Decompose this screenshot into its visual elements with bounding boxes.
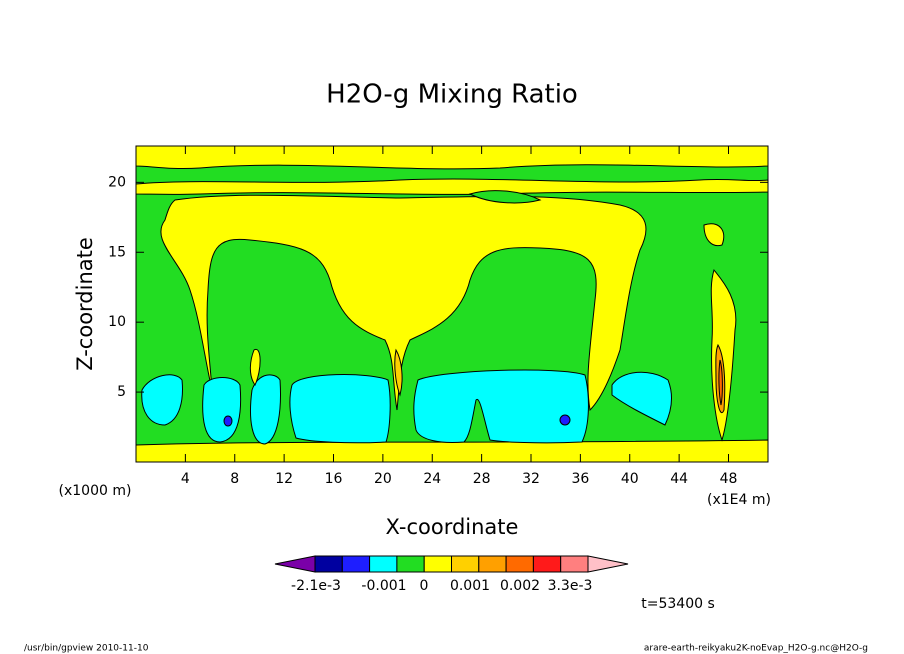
y-tick-label: 5 bbox=[117, 384, 126, 400]
colorbar-box bbox=[423, 555, 453, 573]
x-tick-label: 36 bbox=[571, 471, 589, 487]
colorbar-label: 0.002 bbox=[500, 578, 540, 594]
colorbar-box bbox=[341, 555, 371, 573]
x-tick-label: 32 bbox=[522, 471, 540, 487]
y-tick-label: 20 bbox=[108, 174, 126, 190]
plot-frame bbox=[135, 145, 769, 463]
x-tick-label: 24 bbox=[423, 471, 441, 487]
colorbar-arrow bbox=[587, 555, 629, 573]
colorbar-label: -0.001 bbox=[361, 578, 406, 594]
x-tick-label: 8 bbox=[230, 471, 239, 487]
x-tick-label: 28 bbox=[473, 471, 491, 487]
colorbar-label: 0 bbox=[420, 578, 429, 594]
footer-left: /usr/bin/gpview 2010-11-10 bbox=[24, 644, 149, 654]
y-unit-label: (x1000 m) bbox=[59, 483, 132, 499]
x-tick-label: 16 bbox=[325, 471, 343, 487]
y-axis-label: Z-coordinate bbox=[73, 237, 97, 371]
y-tick-label: 15 bbox=[108, 244, 126, 260]
colorbar-box bbox=[478, 555, 507, 573]
contour-field bbox=[135, 145, 769, 463]
colorbar-box bbox=[532, 555, 562, 573]
chart-title: H2O-g Mixing Ratio bbox=[326, 80, 578, 110]
x-tick-label: 4 bbox=[181, 471, 190, 487]
x-axis-label: X-coordinate bbox=[386, 515, 519, 539]
colorbar-label: -2.1e-3 bbox=[291, 578, 341, 594]
x-tick-label: 20 bbox=[374, 471, 392, 487]
colorbar-box bbox=[505, 555, 534, 573]
x-tick-label: 48 bbox=[720, 471, 738, 487]
x-tick-label: 44 bbox=[670, 471, 688, 487]
colorbar-label: 0.001 bbox=[450, 578, 490, 594]
colorbar-box bbox=[396, 555, 425, 573]
time-label: t=53400 s bbox=[641, 596, 715, 612]
x-tick-label: 40 bbox=[621, 471, 639, 487]
colorbar-label: 3.3e-3 bbox=[548, 578, 593, 594]
x-tick-label: 12 bbox=[275, 471, 293, 487]
footer-right: arare-earth-reikyaku2K-noEvap_H2O-g.nc@H… bbox=[644, 644, 868, 654]
y-tick-label: 10 bbox=[108, 314, 126, 330]
colorbar-box bbox=[369, 555, 398, 573]
colorbar-box bbox=[314, 555, 343, 573]
x-unit-label: (x1E4 m) bbox=[707, 492, 771, 508]
colorbar-box bbox=[451, 555, 480, 573]
colorbar-box bbox=[560, 555, 589, 573]
